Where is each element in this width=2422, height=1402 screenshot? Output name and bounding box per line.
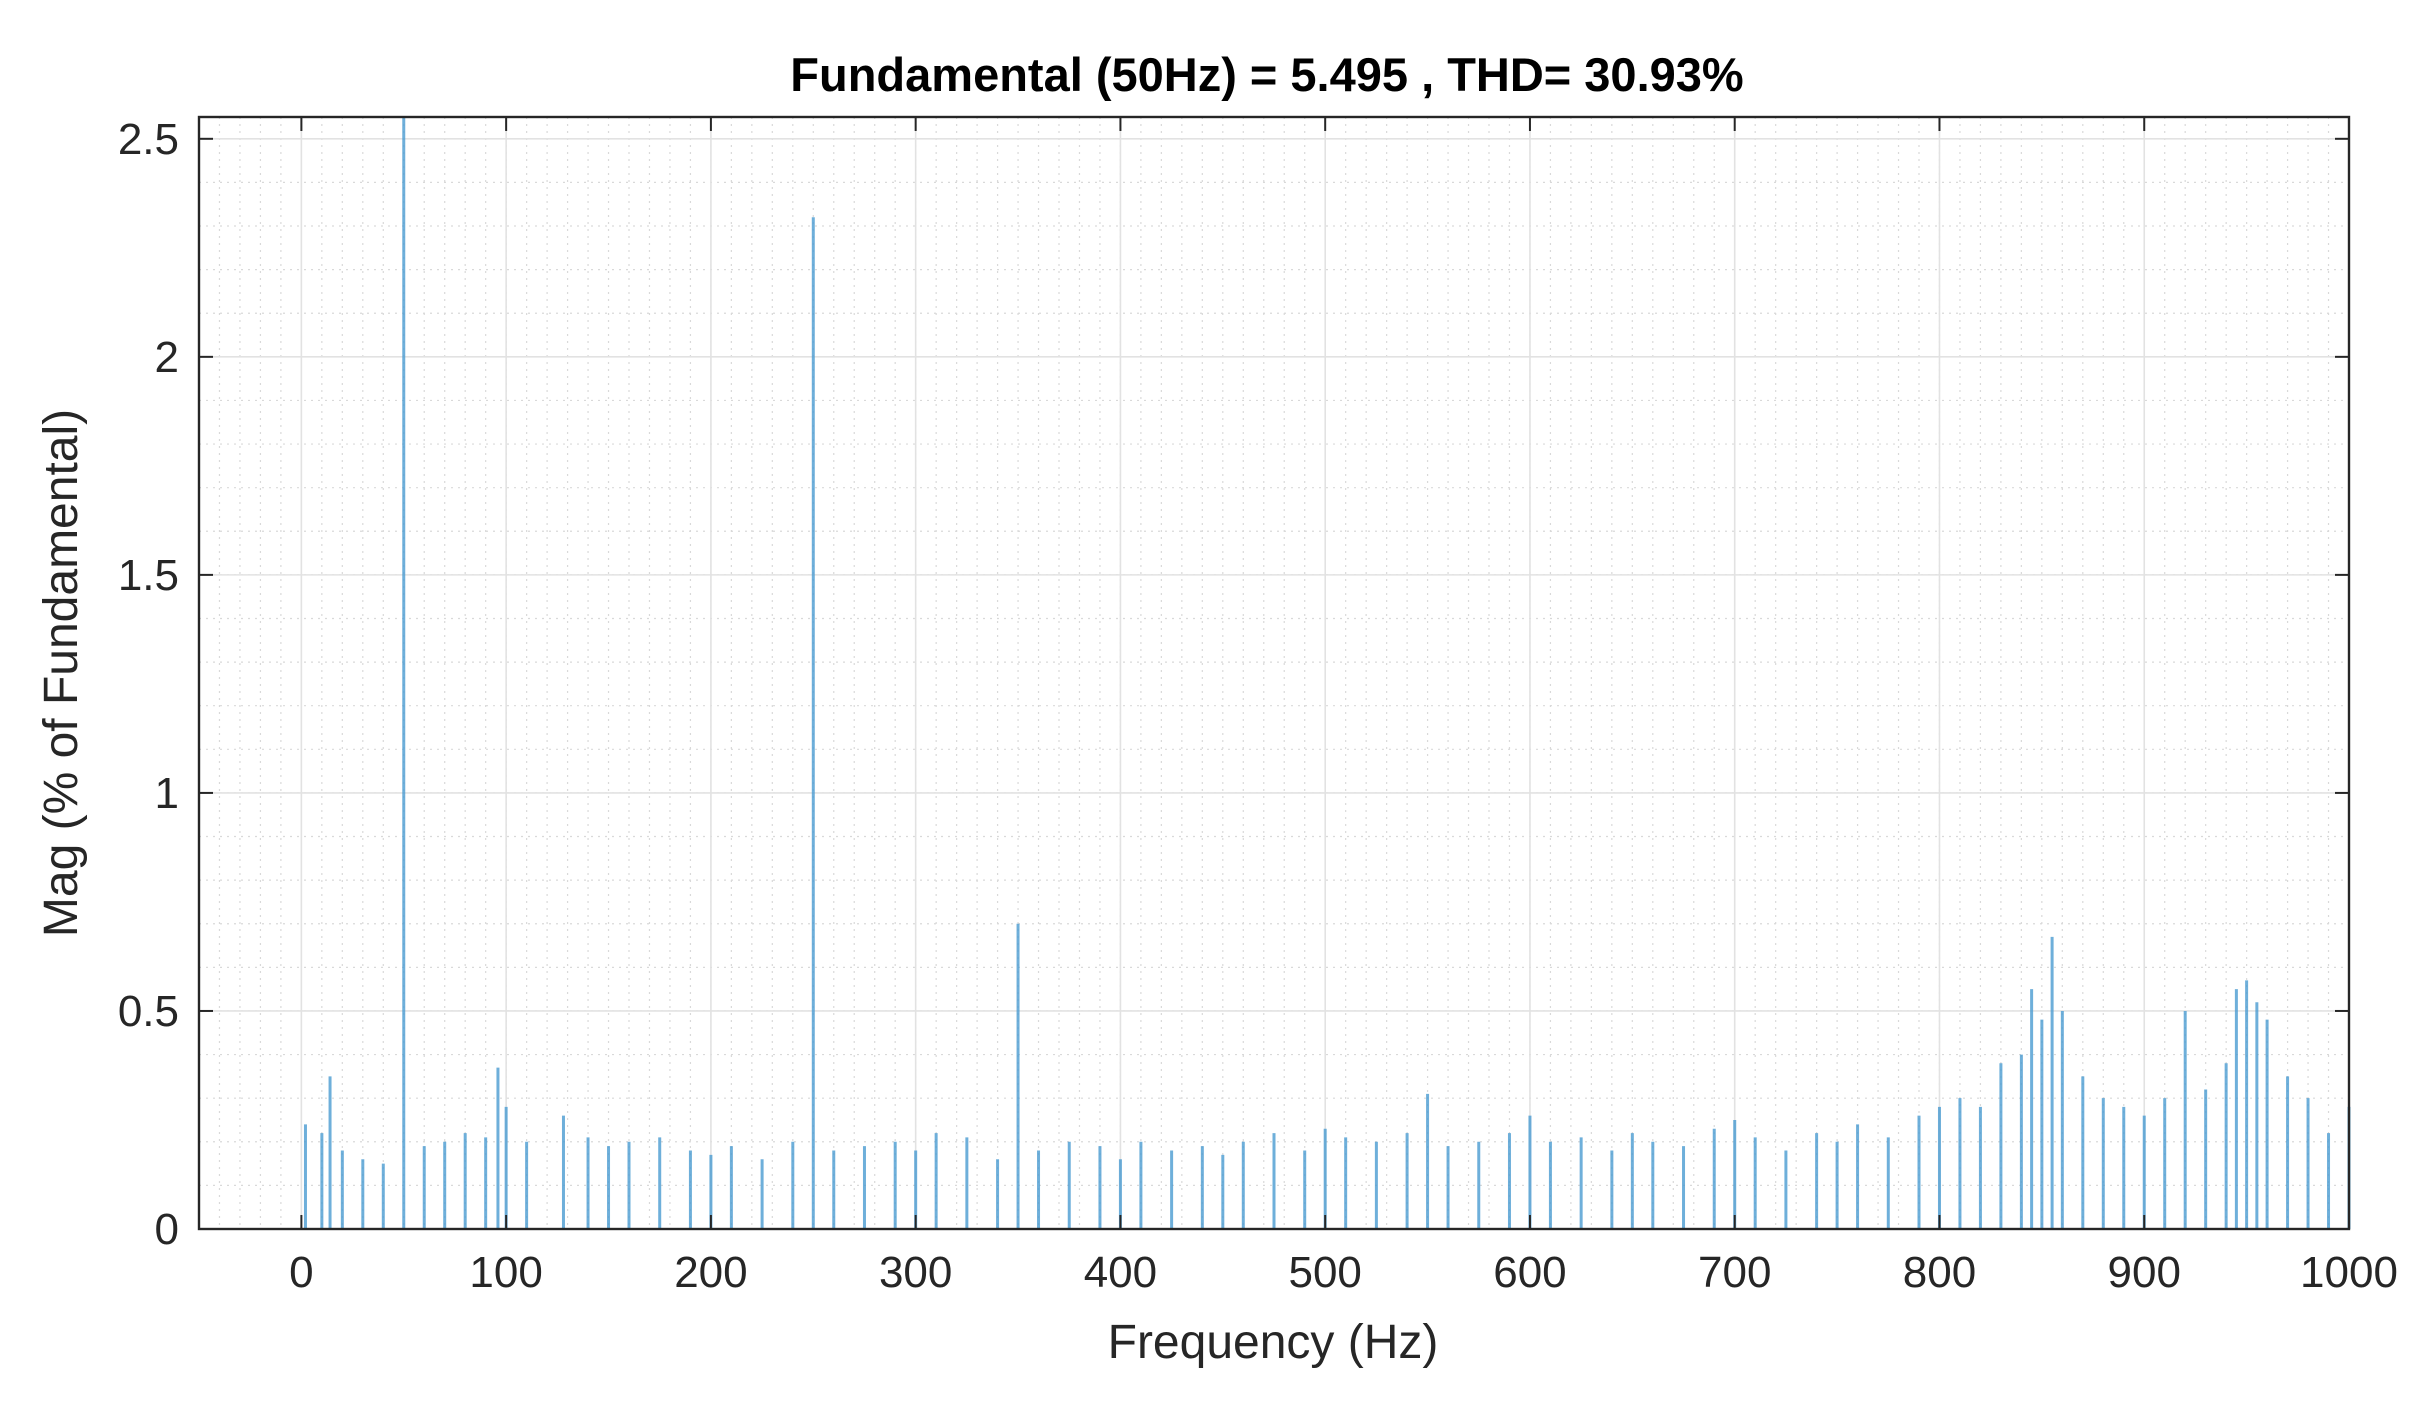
x-tick-label: 200 xyxy=(674,1248,747,1297)
x-tick-label: 1000 xyxy=(2300,1248,2398,1297)
x-tick-label: 800 xyxy=(1903,1248,1976,1297)
x-tick-labels: 0 100 200 300 400 500 600 700 800 900 1000 xyxy=(289,1248,2398,1297)
y-tick-label: 2.5 xyxy=(118,115,179,164)
spectrum-bars xyxy=(303,117,2351,1229)
y-tick-label: 0.5 xyxy=(118,987,179,1036)
x-tick-label: 400 xyxy=(1084,1248,1157,1297)
x-tick-label: 700 xyxy=(1698,1248,1771,1297)
x-tick-label: 100 xyxy=(469,1248,542,1297)
x-tick-label: 900 xyxy=(2108,1248,2181,1297)
y-tick-label: 1 xyxy=(155,769,179,818)
y-tick-label: 0 xyxy=(155,1205,179,1254)
y-tick-label: 2 xyxy=(155,333,179,382)
x-tick-label: 0 xyxy=(289,1248,313,1297)
major-grid xyxy=(199,117,2350,1230)
y-tick-label: 1.5 xyxy=(118,551,179,600)
y-tick-labels: 0 0.5 1 1.5 2 2.5 xyxy=(118,115,179,1254)
chart-title: Fundamental (50Hz) = 5.495 , THD= 30.93% xyxy=(790,48,1743,101)
y-axis-label: Mag (% of Fundamental) xyxy=(35,409,88,937)
x-tick-label: 500 xyxy=(1288,1248,1361,1297)
x-tick-label: 600 xyxy=(1493,1248,1566,1297)
plot-frame xyxy=(197,115,2351,1231)
x-tick-label: 300 xyxy=(879,1248,952,1297)
x-axis-label: Frequency (Hz) xyxy=(1108,1316,1439,1369)
axis-ticks xyxy=(199,117,2350,1230)
plot-area xyxy=(199,117,2349,1229)
